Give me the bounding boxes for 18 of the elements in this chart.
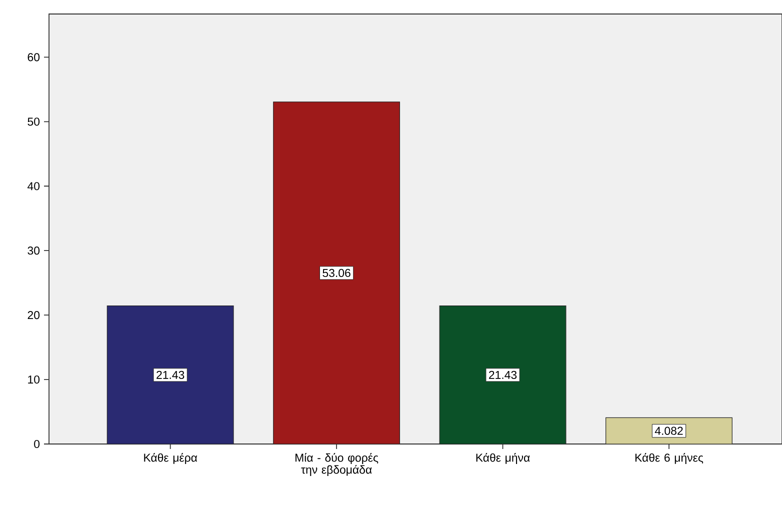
y-tick-label: 40 <box>28 182 40 190</box>
bar <box>106 306 234 444</box>
data-label: 53.06 <box>322 268 350 278</box>
data-label: 21.43 <box>156 370 184 379</box>
x-tick-label: Κάθε 6 μήνες <box>635 453 704 464</box>
bar <box>273 102 400 444</box>
x-tick-label: Κάθε μέρα <box>144 453 198 464</box>
y-tick-label: 50 <box>28 118 40 126</box>
x-tick-label: Κάθε μήνα <box>476 453 530 464</box>
y-tick-label: 60 <box>28 53 40 62</box>
y-tick-label: 0 <box>34 440 40 448</box>
y-tick-label: 30 <box>28 246 40 255</box>
data-label: 21.43 <box>489 370 517 379</box>
y-tick-label: 20 <box>28 311 40 320</box>
x-tick-label: Μία - δύο φορές την εβδομάδα <box>296 453 378 476</box>
y-tick-label: 10 <box>28 375 40 384</box>
data-label: 4.082 <box>654 426 683 435</box>
bar <box>439 306 566 444</box>
